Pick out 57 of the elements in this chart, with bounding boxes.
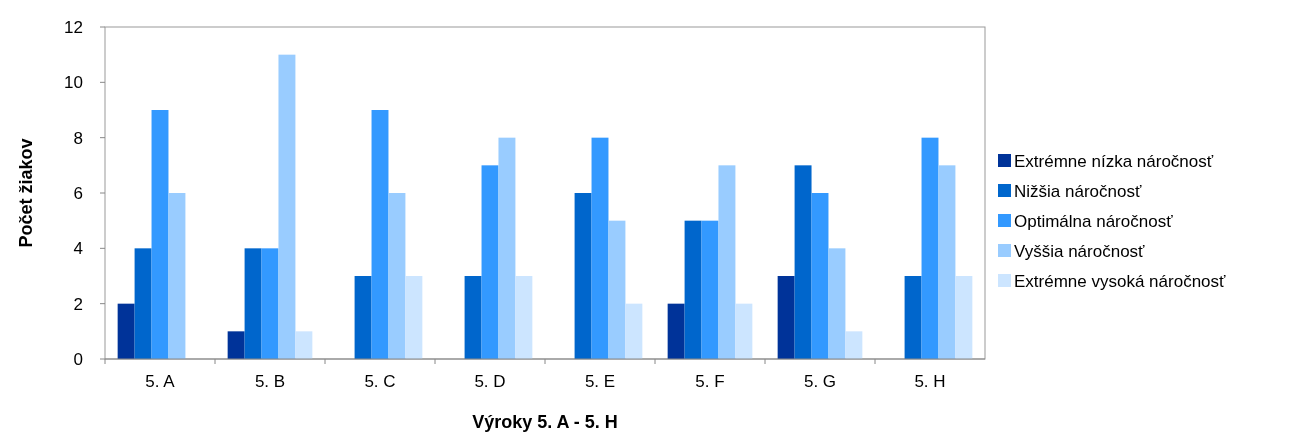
bar [777, 276, 795, 359]
bar [151, 110, 169, 359]
y-tick-label: 0 [73, 349, 83, 369]
bar [134, 248, 152, 359]
bar [354, 276, 372, 359]
x-tick-label: 5. A [145, 372, 176, 391]
bar [955, 276, 973, 359]
bar [117, 303, 135, 359]
bar [938, 165, 956, 359]
y-tick-label: 8 [73, 128, 83, 148]
bar [608, 220, 626, 359]
legend-label: Vyššia náročnosť [1014, 241, 1146, 261]
legend-label: Optimálna náročnosť [1014, 211, 1174, 231]
bar [811, 193, 829, 359]
bar [921, 137, 939, 359]
bar [828, 248, 846, 359]
bar [371, 110, 389, 359]
bar [278, 54, 296, 359]
bar [244, 248, 262, 359]
bar [667, 303, 685, 359]
legend-label: Extrémne nízka náročnosť [1014, 151, 1214, 171]
y-tick-label: 12 [64, 17, 83, 37]
bar [405, 276, 423, 359]
bar [295, 331, 313, 359]
bar [701, 220, 719, 359]
legend-label: Nižšia náročnosť [1014, 181, 1142, 201]
bar [794, 165, 812, 359]
bar [591, 137, 609, 359]
bar [845, 331, 863, 359]
bar [481, 165, 499, 359]
bar [515, 276, 533, 359]
bar [464, 276, 482, 359]
bar [261, 248, 279, 359]
bar [718, 165, 736, 359]
y-tick-label: 4 [73, 239, 83, 259]
bar [168, 193, 186, 359]
x-tick-label: 5. B [254, 372, 286, 391]
y-tick-label: 10 [64, 73, 83, 93]
y-tick-label: 6 [73, 183, 83, 203]
bar [684, 220, 702, 359]
x-tick-label: 5. E [584, 372, 616, 391]
bar [574, 193, 592, 359]
x-tick-label: 5. H [914, 372, 946, 391]
x-tick-label: 5. D [474, 372, 506, 391]
y-tick-label: 2 [73, 294, 83, 314]
legend-label: Extrémne vysoká náročnosť [1014, 271, 1227, 291]
x-tick-label: 5. C [364, 372, 396, 391]
bar [227, 331, 245, 359]
bar [625, 303, 643, 359]
bar [498, 137, 516, 359]
x-axis-title: Výroky 5. A - 5. H [472, 412, 618, 432]
bar [735, 303, 753, 359]
bar [388, 193, 406, 359]
x-tick-label: 5. F [695, 372, 725, 391]
bar [904, 276, 922, 359]
x-tick-label: 5. G [803, 372, 837, 391]
y-axis-title: Počet žiakov [16, 138, 36, 248]
